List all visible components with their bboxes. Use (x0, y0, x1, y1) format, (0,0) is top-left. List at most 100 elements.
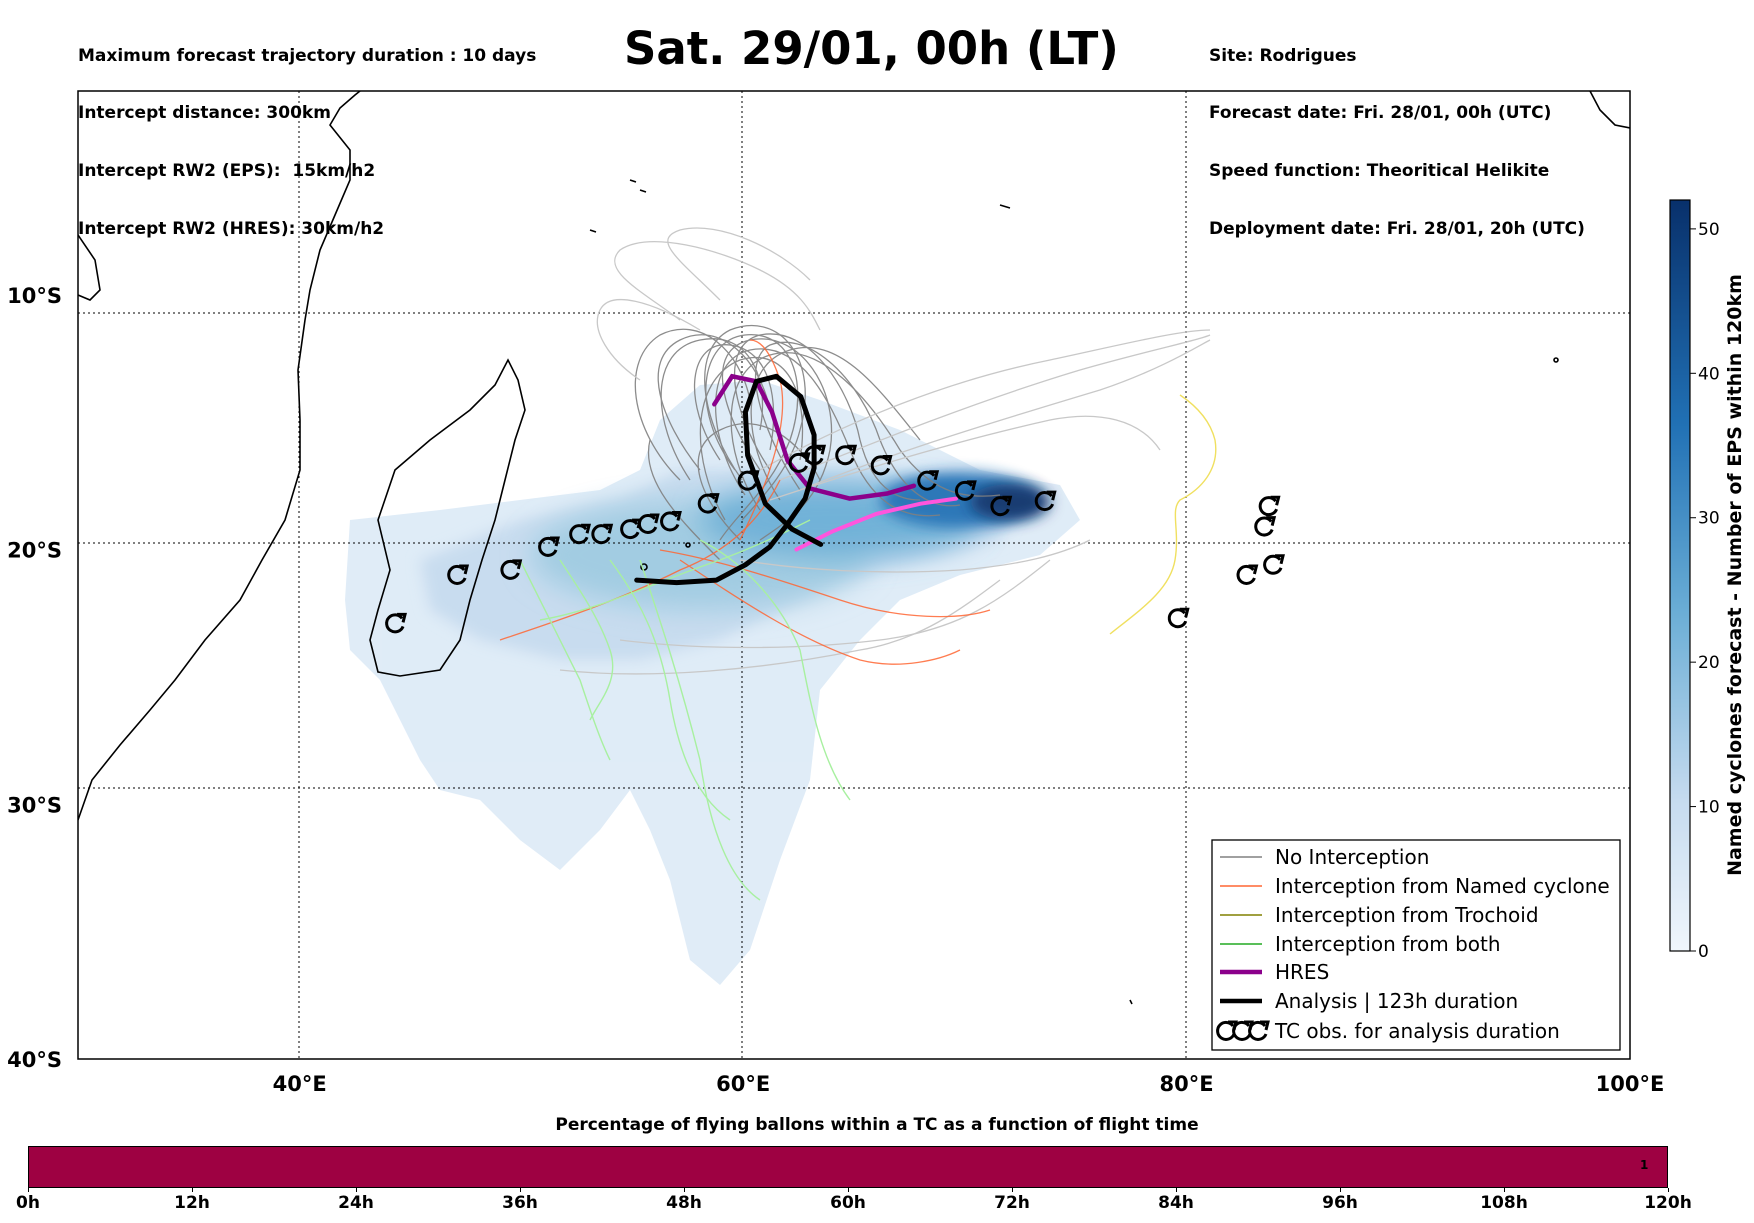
legend-item-named-cyclone: Interception from Named cyclone (1220, 874, 1610, 898)
map-plot-area (78, 91, 1630, 1059)
colorbar-gradient (1669, 199, 1691, 952)
density-colorbar: 0 10 20 30 40 50 Named cyclones forecast - Nu… (1669, 199, 1746, 962)
header-left-line-1: Maximum forecast trajectory duration : 1… (78, 45, 537, 66)
flight-time-tick-label: 108h (1480, 1193, 1528, 1213)
latitude-label: 40°S (7, 1048, 62, 1072)
tc-obs-symbol (538, 536, 560, 557)
flight-time-tick-mark (520, 1188, 521, 1192)
longitude-labels: 40°E 60°E 80°E 100°E (273, 1072, 1665, 1096)
flight-time-tick-label: 48h (666, 1193, 702, 1213)
tc-obs-symbol (870, 454, 893, 476)
header-right-line-3: Speed function: Theoritical Helikite (1209, 161, 1550, 182)
legend-label-analysis: Analysis | 123h duration (1275, 989, 1518, 1013)
africa-coast-north (78, 234, 101, 301)
tc-obs-symbol (1034, 490, 1057, 512)
tc-obs-symbol (1258, 495, 1281, 517)
tc-obs-symbol (1254, 516, 1277, 537)
tc-obs-symbol (591, 523, 614, 545)
flight-time-tick-label: 60h (830, 1193, 866, 1213)
eps-trajectory-yellow (1109, 394, 1217, 635)
header-right-line-2: Forecast date: Fri. 28/01, 00h (UTC) (1209, 103, 1552, 124)
tc-obs-legend-icons (1216, 1020, 1270, 1041)
flight-time-tick-mark (356, 1188, 357, 1192)
africa-coast (78, 91, 361, 821)
tc-obs-symbol (500, 559, 523, 580)
header-left-line-4: Intercept RW2 (HRES): 30km/h2 (78, 219, 385, 240)
tc-obs-symbol (385, 612, 407, 634)
tc-obs-symbol (835, 444, 858, 466)
colorbar-tick-label: 0 (1698, 942, 1709, 962)
flight-time-bar (28, 1146, 1668, 1188)
flight-time-bar-end-label: 1 (1640, 1158, 1649, 1172)
map-legend: No Interception Interception from Named … (1211, 839, 1621, 1051)
colorbar-tick-label: 30 (1698, 509, 1720, 529)
colorbar-tick-label: 10 (1698, 798, 1720, 818)
flight-time-bar-title: Percentage of flying ballons within a TC… (555, 1115, 1199, 1135)
colorbar-tick-label: 40 (1698, 364, 1720, 384)
tc-obs-symbol (660, 511, 682, 532)
legend-item-analysis: Analysis | 123h duration (1220, 989, 1518, 1013)
indian-coast-ne (1589, 91, 1630, 129)
header-right-line-4: Deployment date: Fri. 28/01, 20h (UTC) (1209, 219, 1585, 240)
tc-obs-symbol (1263, 554, 1285, 575)
hres-pink-track (794, 496, 958, 552)
legend-item-trochoid: Interception from Trochoid (1220, 903, 1539, 927)
tc-obs-symbol (954, 480, 977, 501)
flight-time-tick-mark (1176, 1188, 1177, 1192)
flight-time-tick-label: 36h (502, 1193, 538, 1213)
tc-obs-symbol (697, 493, 720, 514)
longitude-label: 80°E (1160, 1072, 1214, 1096)
header-left-info: Maximum forecast trajectory duration : 1… (78, 8, 536, 259)
flight-time-tick-label: 24h (338, 1193, 374, 1213)
header-left-line-2: Intercept distance: 300km (78, 103, 331, 124)
rodrigues-island (1553, 357, 1559, 363)
flight-time-tick-mark (848, 1188, 849, 1192)
longitude-label: 100°E (1596, 1072, 1665, 1096)
tc-obs-symbol (917, 470, 940, 491)
tc-obs-symbol (447, 564, 470, 585)
legend-box (1211, 839, 1621, 1051)
header-right-info: Site: Rodrigues Forecast date: Fri. 28/0… (1209, 8, 1585, 259)
map-frame (77, 90, 1631, 1060)
flight-time-tick-label: 84h (1158, 1193, 1194, 1213)
latitude-labels: 10°S 20°S 30°S 40°S (7, 284, 62, 1072)
longitude-label: 60°E (716, 1072, 770, 1096)
header-right-line-1: Site: Rodrigues (1209, 45, 1357, 66)
colorbar-ticks: 0 10 20 30 40 50 (1690, 220, 1720, 962)
flight-time-tick-label: 0h (16, 1193, 40, 1213)
flight-time-tick-label: 12h (174, 1193, 210, 1213)
hres-track (712, 373, 917, 501)
legend-item-hres: HRES (1220, 960, 1329, 984)
flight-time-tick-label: 72h (994, 1193, 1030, 1213)
header-left-line-3: Intercept RW2 (EPS): 15km/h2 (78, 161, 376, 182)
legend-label-no-interception: No Interception (1275, 845, 1429, 869)
flight-time-tick-mark (1012, 1188, 1013, 1192)
page-title: Sat. 29/01, 00h (LT) (624, 22, 1119, 75)
madagascar-coast (369, 358, 526, 677)
flight-time-tick-mark (28, 1188, 29, 1192)
tc-obs-symbol (1167, 607, 1190, 629)
flight-time-tick-label: 120h (1644, 1193, 1692, 1213)
tc-obs-symbol (990, 495, 1013, 517)
legend-label-tc-obs: TC obs. for analysis duration (1274, 1019, 1560, 1043)
tc-obs-legend-icon (1248, 1020, 1270, 1041)
coastlines (78, 91, 1630, 1005)
colorbar-tick-label: 20 (1698, 653, 1720, 673)
tc-observations (385, 444, 1285, 634)
eps-trajectories-light (559, 227, 1211, 675)
seychelles-islands (589, 179, 1133, 1005)
tc-obs-symbol (1236, 564, 1259, 585)
flight-time-tick-mark (1504, 1188, 1505, 1192)
legend-label-named-cyclone: Interception from Named cyclone (1275, 874, 1610, 898)
flight-time-tick-mark (684, 1188, 685, 1192)
eps-density-field (345, 380, 1080, 985)
legend-label-both: Interception from both (1275, 932, 1501, 956)
legend-item-no-interception: No Interception (1220, 845, 1429, 869)
legend-label-hres: HRES (1275, 960, 1329, 984)
latitude-label: 20°S (7, 539, 62, 563)
colorbar-title: Named cyclones forecast - Number of EPS … (1724, 274, 1746, 876)
flight-time-tick-label: 96h (1322, 1193, 1358, 1213)
legend-item-tc-obs: TC obs. for analysis duration (1216, 1019, 1560, 1043)
legend-label-trochoid: Interception from Trochoid (1275, 903, 1539, 927)
